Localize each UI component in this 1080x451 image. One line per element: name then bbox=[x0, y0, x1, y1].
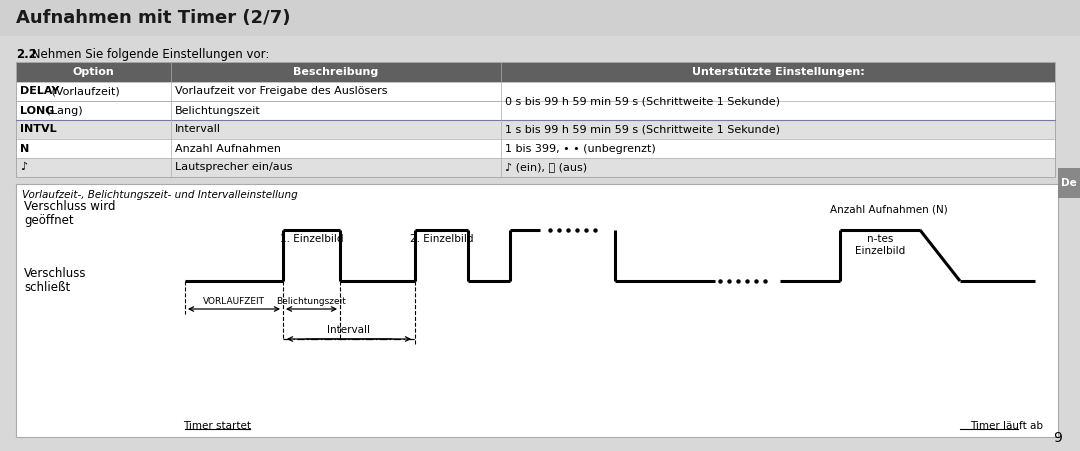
Text: Option: Option bbox=[72, 67, 114, 77]
Text: Vorlaufzeit vor Freigabe des Auslösers: Vorlaufzeit vor Freigabe des Auslösers bbox=[175, 87, 388, 97]
Text: Unterstützte Einstellungen:: Unterstützte Einstellungen: bbox=[691, 67, 864, 77]
Text: Aufnahmen mit Timer (2/7): Aufnahmen mit Timer (2/7) bbox=[16, 9, 291, 27]
Text: Belichtungszeit: Belichtungszeit bbox=[175, 106, 260, 115]
Text: Anzahl Aufnahmen (N): Anzahl Aufnahmen (N) bbox=[831, 204, 948, 214]
Text: 1 s bis 99 h 59 min 59 s (Schrittweite 1 Sekunde): 1 s bis 99 h 59 min 59 s (Schrittweite 1… bbox=[505, 124, 780, 134]
Bar bbox=[16, 139, 1055, 158]
Bar bbox=[16, 62, 1055, 177]
Bar bbox=[1058, 168, 1080, 198]
Text: Belichtungszeit: Belichtungszeit bbox=[276, 297, 347, 306]
Bar bbox=[16, 158, 1055, 177]
Bar bbox=[16, 184, 1058, 437]
Text: schließt: schließt bbox=[24, 281, 70, 294]
Text: Lautsprecher ein/aus: Lautsprecher ein/aus bbox=[175, 162, 293, 172]
Text: DELAY: DELAY bbox=[21, 87, 59, 97]
Text: De: De bbox=[1062, 178, 1077, 188]
Text: 9: 9 bbox=[1053, 431, 1062, 445]
Text: ♪ (ein), 🔕 (aus): ♪ (ein), 🔕 (aus) bbox=[505, 162, 588, 173]
Text: 1. Einzelbild: 1. Einzelbild bbox=[280, 234, 343, 244]
Text: INTVL: INTVL bbox=[21, 124, 56, 134]
Bar bbox=[16, 120, 1055, 139]
Text: 1 bis 399, • • (unbegrenzt): 1 bis 399, • • (unbegrenzt) bbox=[505, 143, 656, 153]
Text: Beschreibung: Beschreibung bbox=[294, 67, 379, 77]
Bar bbox=[16, 82, 1055, 101]
Text: N: N bbox=[21, 143, 29, 153]
Text: 2.2: 2.2 bbox=[16, 48, 37, 61]
Bar bbox=[16, 62, 1055, 82]
Text: 2. Einzelbild: 2. Einzelbild bbox=[409, 234, 473, 244]
Text: (Vorlaufzeit): (Vorlaufzeit) bbox=[48, 87, 120, 97]
Text: Vorlaufzeit-, Belichtungszeit- und Intervalleinstellung: Vorlaufzeit-, Belichtungszeit- und Inter… bbox=[22, 190, 298, 200]
Text: geöffnet: geöffnet bbox=[24, 214, 73, 227]
Text: LONG: LONG bbox=[21, 106, 54, 115]
Text: Anzahl Aufnahmen: Anzahl Aufnahmen bbox=[175, 143, 281, 153]
Text: 0 s bis 99 h 59 min 59 s (Schrittweite 1 Sekunde): 0 s bis 99 h 59 min 59 s (Schrittweite 1… bbox=[505, 96, 780, 106]
Text: Nehmen Sie folgende Einstellungen vor:: Nehmen Sie folgende Einstellungen vor: bbox=[28, 48, 269, 61]
Text: n-tes
Einzelbild: n-tes Einzelbild bbox=[855, 234, 905, 256]
Bar bbox=[0, 0, 1080, 36]
Text: Verschluss wird: Verschluss wird bbox=[24, 200, 116, 213]
Text: VORLAUFZEIT: VORLAUFZEIT bbox=[203, 297, 265, 306]
Text: Timer startet: Timer startet bbox=[183, 421, 251, 431]
Text: Intervall: Intervall bbox=[175, 124, 221, 134]
Bar bbox=[16, 101, 1055, 120]
Text: ♪: ♪ bbox=[21, 162, 27, 172]
Text: Intervall: Intervall bbox=[327, 325, 370, 335]
Text: (Lang): (Lang) bbox=[43, 106, 82, 115]
Text: Verschluss: Verschluss bbox=[24, 267, 86, 280]
Text: Timer läuft ab: Timer läuft ab bbox=[970, 421, 1043, 431]
